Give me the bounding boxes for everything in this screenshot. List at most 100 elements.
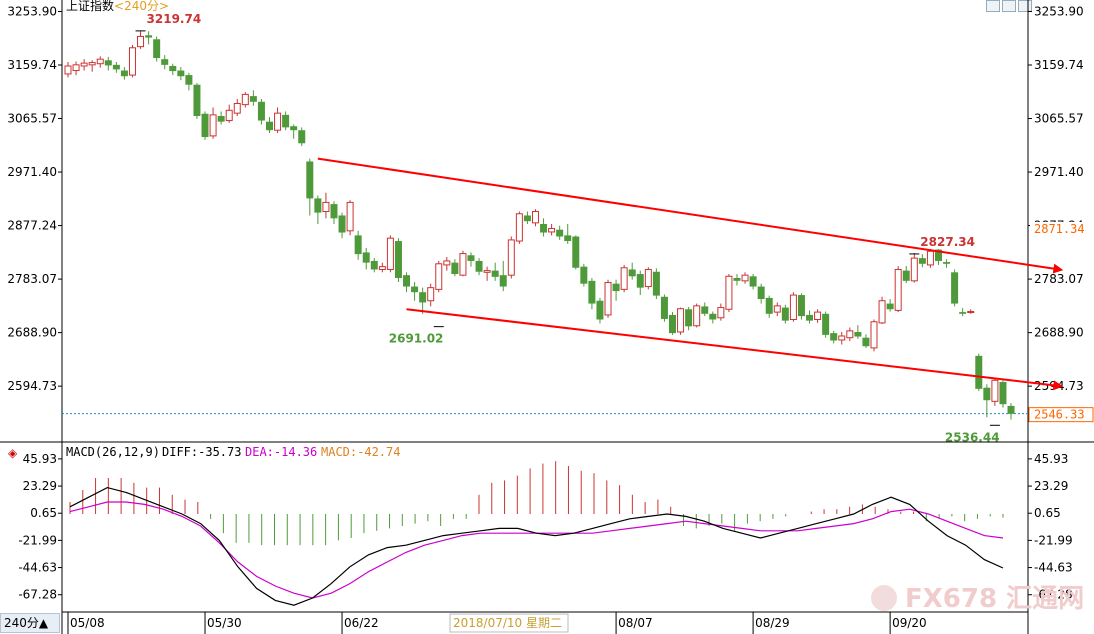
x-tick-label: 08/07 <box>618 616 653 630</box>
candle-body <box>177 70 185 77</box>
y-tick-label: 2688.90 <box>7 326 57 340</box>
candle-body <box>161 59 169 65</box>
zoom-in-button[interactable] <box>986 0 1000 12</box>
candle-body <box>644 268 652 288</box>
candle-body <box>677 308 685 333</box>
candle-body <box>403 275 411 287</box>
crosshair-date-label: 2018/07/10 星期二 <box>453 616 562 630</box>
candle-body <box>314 198 322 213</box>
period-button[interactable]: 240分▲ <box>0 613 60 633</box>
candle-body <box>257 101 265 121</box>
candle-body <box>934 249 942 261</box>
candle-body <box>959 312 967 314</box>
candle-body <box>797 295 805 317</box>
candle-body <box>926 250 934 266</box>
last-price-label: 2546.33 <box>1034 408 1085 422</box>
period-button-label: 240分▲ <box>4 616 49 630</box>
candle-body <box>120 70 128 77</box>
macd-y-label-right: -67.28 <box>1034 588 1073 602</box>
candle-body <box>757 286 765 300</box>
macd-y-label-right: -21.99 <box>1034 533 1073 547</box>
zoom-out-button[interactable] <box>1002 0 1016 12</box>
candle-body <box>838 335 846 341</box>
candle-body <box>483 270 491 273</box>
candle-body <box>88 62 96 66</box>
right-marker-label: 2871.34 <box>1034 222 1085 236</box>
y-tick-label-right: 2971.40 <box>1034 165 1084 179</box>
x-tick-label: 09/20 <box>892 616 927 630</box>
candle-body <box>540 224 548 233</box>
candle-body <box>443 260 451 266</box>
candle-body <box>717 307 725 319</box>
macd-indicator-icon: ◈ <box>8 446 18 460</box>
macd-y-label-right: -44.63 <box>1034 561 1073 575</box>
candle-body <box>225 109 233 122</box>
macd-dea-line <box>69 501 1004 599</box>
macd-y-label: 0.65 <box>30 506 57 520</box>
channel-upper-line <box>317 157 1064 274</box>
candle-body <box>733 278 741 281</box>
candle-body <box>814 311 822 320</box>
y-tick-label: 3159.74 <box>7 58 57 72</box>
annotation-high-label: 3219.74 <box>147 12 202 26</box>
candle-body <box>475 260 483 272</box>
last-price-box <box>1028 407 1094 423</box>
y-tick-label: 3253.90 <box>7 4 57 18</box>
x-tick-label: 08/29 <box>755 616 790 630</box>
macd-macd-value: MACD:-42.74 <box>321 445 400 459</box>
candle-body <box>660 296 668 319</box>
candle-body <box>596 300 604 320</box>
candle-body <box>806 314 814 321</box>
chart-period-text: <240分> <box>114 0 170 13</box>
annotation-low-label: 2536.44 <box>945 430 1000 444</box>
annotation-high-label: 2827.34 <box>920 235 975 249</box>
candle-body <box>298 130 306 144</box>
watermark-text: FX678 汇通网 <box>905 584 1084 614</box>
candle-body <box>918 258 926 264</box>
candle-body <box>153 39 161 59</box>
candle-body <box>523 215 531 222</box>
candle-body <box>491 270 499 277</box>
candle-body <box>725 275 733 310</box>
candle-body <box>749 276 757 287</box>
candle-body <box>233 102 241 114</box>
macd-diff-line <box>69 486 1004 606</box>
candle-body <box>709 313 717 320</box>
macd-diff-value: DIFF:-35.73 <box>162 445 241 459</box>
candle-body <box>306 161 314 199</box>
y-tick-label-right: 2688.90 <box>1034 326 1084 340</box>
chart-title-text: 上证指数 <box>66 0 115 13</box>
macd-y-label: 45.93 <box>23 452 57 466</box>
y-tick-label-right: 3159.74 <box>1034 58 1084 72</box>
chart-title: 上证指数<240分> <box>66 0 169 14</box>
candle-body <box>362 252 370 263</box>
y-tick-label-right: 3253.90 <box>1034 4 1084 18</box>
candle-body <box>999 382 1007 405</box>
candle-body <box>822 313 830 335</box>
candle-body <box>789 294 797 320</box>
candle-body <box>427 287 435 302</box>
y-tick-label: 2594.73 <box>7 379 57 393</box>
x-tick-label: 06/22 <box>344 616 379 630</box>
candle-body <box>1007 405 1015 414</box>
candle-body <box>531 210 539 224</box>
candle-body <box>274 112 282 131</box>
candle-body <box>620 267 628 290</box>
candle-body <box>451 262 459 275</box>
candle-body <box>435 263 443 290</box>
candle-body <box>338 215 346 233</box>
candle-body <box>346 201 354 232</box>
candle-body <box>330 204 338 219</box>
candle-body <box>128 47 136 76</box>
y-tick-label: 2783.07 <box>7 272 57 286</box>
candle-body <box>765 297 773 314</box>
candle-body <box>145 35 153 38</box>
candle-body <box>266 121 273 131</box>
candle-body <box>201 113 209 138</box>
candle-body <box>411 286 419 293</box>
y-tick-label: 2971.40 <box>7 165 57 179</box>
candle-body <box>951 272 959 304</box>
candle-body <box>983 387 991 401</box>
candle-body <box>846 330 854 339</box>
